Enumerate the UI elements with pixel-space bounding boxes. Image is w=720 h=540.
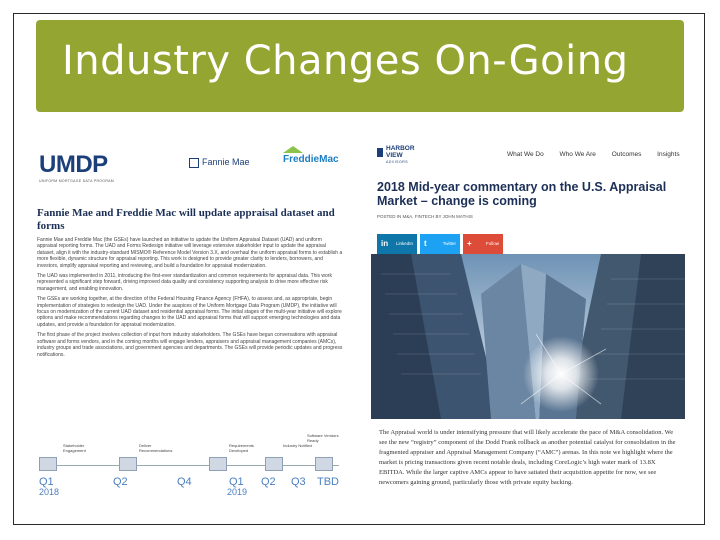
umdp-paragraph: The first phase of the project involves … [37, 332, 343, 358]
timeline-marker [119, 457, 137, 471]
article-byline: POSTED IN M&A, FINTECH BY JOHN MATHIS [377, 214, 473, 219]
timeline-year: 2018 [39, 487, 60, 495]
share-label: Twitter [442, 241, 456, 246]
timeline-note: Industry Notified [283, 443, 312, 448]
timeline-marker [315, 457, 333, 471]
timeline-quarter: Q2 [113, 476, 128, 488]
umdp-tagline: UNIFORM MORTGAGE DATA PROGRAM [39, 179, 115, 183]
timeline-quarter: Q2 [261, 476, 276, 488]
timeline-quarter: Q1 [229, 476, 244, 488]
project-timeline: Stakeholder Engagement Deliver Recommend… [33, 433, 347, 495]
brand-line: VIEW [386, 151, 403, 159]
timeline-marker [265, 457, 283, 471]
umdp-announcement-panel: UMDP UNIFORM MORTGAGE DATA PROGRAM Fanni… [33, 143, 347, 495]
slide-frame [13, 13, 705, 525]
site-nav: What We Do Who We Are Outcomes Insights [507, 151, 687, 158]
freddie-mac-roof-icon [283, 146, 303, 153]
linkedin-share-button[interactable]: in LinkedIn [377, 234, 417, 254]
skyscraper-photo [371, 254, 685, 419]
timeline-note: Stakeholder Engagement [63, 443, 86, 453]
plus-icon: + [467, 239, 472, 248]
fannie-mae-icon [189, 157, 199, 168]
timeline-quarter: Q3 [291, 476, 306, 488]
logo-row: UMDP UNIFORM MORTGAGE DATA PROGRAM Fanni… [39, 146, 339, 191]
umdp-logo: UMDP [39, 151, 108, 178]
follow-share-button[interactable]: + Follow [463, 234, 503, 254]
umdp-paragraph: The UAD was implemented in 2011, introdu… [37, 273, 332, 292]
title-banner: Industry Changes On-Going [36, 20, 684, 112]
timeline-axis [39, 465, 339, 466]
fannie-mae-label: Fannie Mae [202, 157, 250, 167]
nav-insights[interactable]: Insights [657, 151, 680, 158]
twitter-share-button[interactable]: t Twitter [420, 234, 460, 254]
article-paragraph: The Appraisal world is under intensifyin… [379, 429, 676, 486]
share-label: Follow [485, 241, 499, 246]
freddie-mac-logo: FreddieMac [283, 154, 339, 165]
timeline-marker [39, 457, 57, 471]
timeline-note: Deliver Recommendations [139, 443, 173, 453]
harbor-view-article-panel: HARBOR VIEW ADVISORS What We Do Who We A… [369, 142, 687, 504]
timeline-note: Software Vendors Ready [307, 433, 339, 443]
brand-line: HARBOR [386, 145, 415, 152]
nav-outcomes[interactable]: Outcomes [611, 151, 642, 158]
article-title: 2018 Mid-year commentary on the U.S. App… [377, 180, 667, 208]
linkedin-icon: in [381, 239, 389, 248]
nav-who-we-are[interactable]: Who We Are [559, 151, 596, 158]
article-body: The Appraisal world is under intensifyin… [379, 428, 679, 488]
timeline-quarter: Q4 [177, 476, 192, 488]
harbor-view-icon [377, 148, 383, 157]
fannie-mae-logo: Fannie Mae [189, 157, 250, 168]
umdp-body: Fannie Mae and Freddie Mac (the GSEs) ha… [37, 237, 343, 362]
brand-line: ADVISORS [386, 160, 409, 164]
timeline-year: 2019 [227, 487, 248, 495]
timeline-quarter: TBD [317, 476, 339, 488]
share-label: LinkedIn [395, 241, 413, 246]
slide-title: Industry Changes On-Going [62, 38, 629, 84]
nav-what-we-do[interactable]: What We Do [507, 151, 544, 158]
umdp-heading: Fannie Mae and Freddie Mac will update a… [37, 207, 335, 232]
skyscraper-illustration [371, 254, 685, 419]
twitter-icon: t [424, 239, 427, 248]
timeline-note: Requirements Developed [229, 443, 254, 453]
umdp-paragraph: Fannie Mae and Freddie Mac (the GSEs) ha… [37, 237, 343, 269]
timeline-quarter: Q1 [39, 476, 54, 488]
harbor-view-wordmark: HARBOR VIEW ADVISORS [386, 145, 426, 166]
harbor-view-logo[interactable]: HARBOR VIEW ADVISORS [377, 145, 447, 166]
timeline-marker [209, 457, 227, 471]
umdp-paragraph: The GSEs are working together, at the di… [37, 296, 342, 328]
